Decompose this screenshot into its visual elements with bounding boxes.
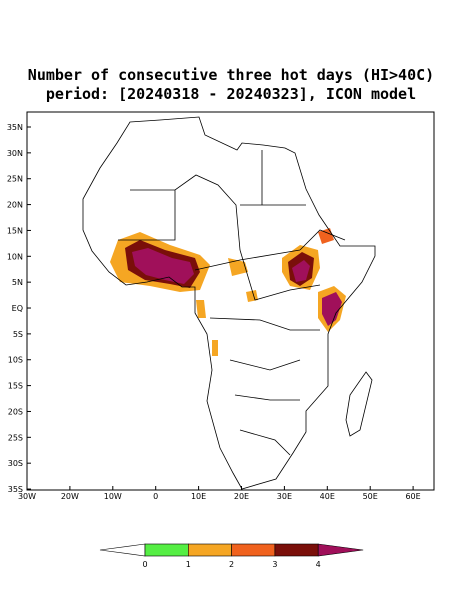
lon-label: 10E [191, 492, 206, 501]
colorbar-cap [317, 543, 364, 557]
colorbar-segment [144, 543, 189, 557]
hot-area [322, 292, 342, 326]
hot-areas [110, 228, 346, 356]
lon-label: 30E [277, 492, 292, 501]
lat-label: 20S [8, 407, 23, 416]
hot-area [132, 248, 194, 284]
hot-area [196, 300, 206, 318]
colorbar-label: 4 [316, 560, 321, 569]
hot-area [318, 228, 334, 244]
lat-label: 30S [8, 459, 23, 468]
title-line: Number of consecutive three hot days (HI… [28, 66, 434, 84]
hot-area [228, 258, 248, 276]
hot-area [292, 260, 310, 282]
lat-label: 25S [8, 433, 23, 442]
lat-label: 5N [12, 278, 23, 287]
title-line: period: [20240318 - 20240323], ICON mode… [46, 85, 416, 103]
lat-label: 35S [8, 485, 23, 494]
lat-labels: 35N 30N 25N 20N 15N 10N 5N EQ 5S 10S 15S 20S 25S 30S 3… [7, 123, 31, 494]
lat-label: 10S [8, 356, 23, 365]
lon-label: 10W [104, 492, 122, 501]
colorbar-segment [274, 543, 319, 557]
lat-label: 20N [7, 201, 23, 210]
colorbar-label: 0 [142, 560, 147, 569]
coastlines [82, 116, 376, 490]
lat-label: 15S [8, 382, 23, 391]
colorbar: 0 1 2 3 4 [99, 543, 364, 569]
colorbar-label: 1 [186, 560, 191, 569]
map-frame [26, 111, 435, 491]
lon-label: 60E [405, 492, 420, 501]
lat-label: 5S [13, 330, 23, 339]
colorbar-label: 3 [272, 560, 277, 569]
hot-area [246, 290, 258, 302]
colorbar-cap [99, 543, 146, 557]
lon-label: 20E [234, 492, 249, 501]
lat-label: 35N [7, 123, 23, 132]
lat-label: 30N [7, 149, 23, 158]
colorbar-label: 2 [229, 560, 234, 569]
colorbar-segment [188, 543, 232, 557]
lon-label: 50E [363, 492, 378, 501]
lat-label: EQ [12, 304, 23, 313]
lat-label: 15N [7, 226, 23, 235]
lon-label: 20W [61, 492, 79, 501]
colorbar-segment [231, 543, 276, 557]
lon-label: 40E [320, 492, 335, 501]
lon-labels: 30W 20W 10W 0 10E 20E 30E 40E 50E 60E [18, 486, 421, 501]
lat-label: 25N [7, 175, 23, 184]
hot-area [212, 340, 218, 356]
lon-label: 30W [18, 492, 36, 501]
lat-label: 10N [7, 252, 23, 261]
lon-label: 0 [153, 492, 158, 501]
